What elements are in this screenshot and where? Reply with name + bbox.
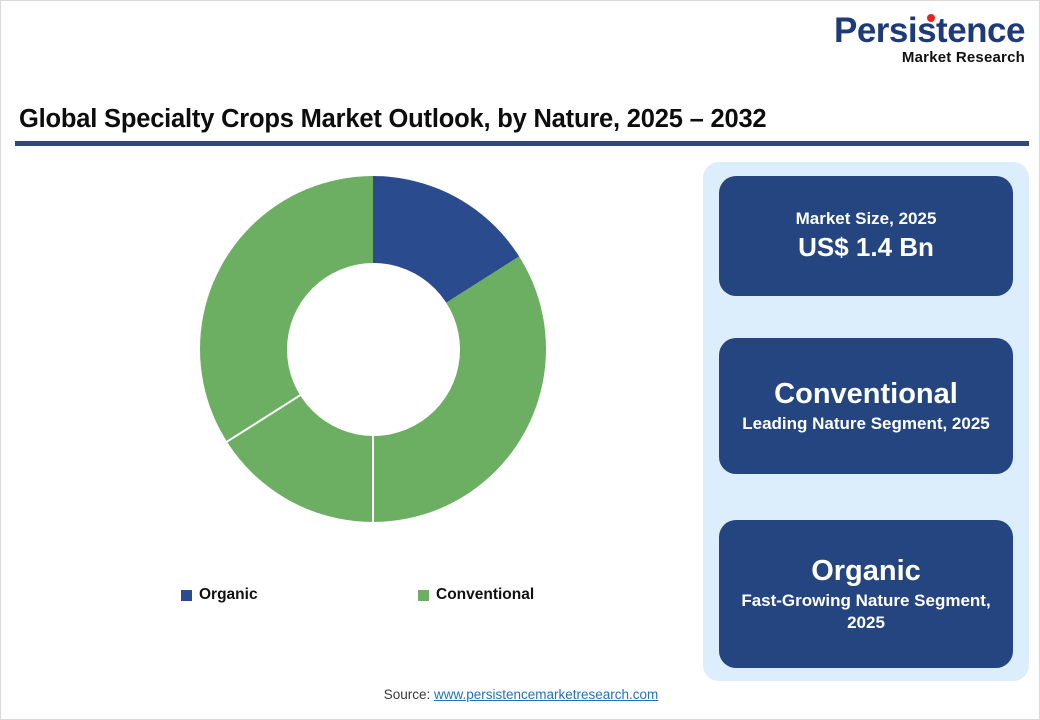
legend-label: Organic (199, 586, 258, 603)
stat-card-market-size: Market Size, 2025 US$ 1.4 Bn (719, 176, 1013, 296)
highlights-panel: Market Size, 2025 US$ 1.4 Bn Conventiona… (703, 162, 1029, 681)
legend-swatch-icon (418, 589, 429, 601)
stat-card-heading: Conventional (774, 377, 958, 410)
stat-card-subtext: Leading Nature Segment, 2025 (742, 414, 990, 434)
stat-card-leading-segment: Conventional Leading Nature Segment, 202… (719, 338, 1013, 474)
stat-card-subtext: Fast-Growing Nature Segment, 2025 (741, 591, 991, 633)
donut-chart: Organic Conventional (15, 156, 695, 626)
stat-card-kicker: Market Size, 2025 (795, 209, 937, 229)
logo-tagline: Market Research (901, 49, 1025, 66)
slice-divider (372, 349, 374, 522)
stat-card-value: US$ 1.4 Bn (798, 232, 934, 263)
chart-legend: Organic Conventional (181, 586, 601, 610)
legend-label: Conventional (436, 586, 535, 603)
title-underline-rule (15, 141, 1029, 146)
source-line: Source: www.persistencemarketresearch.co… (1, 687, 1040, 702)
legend-item-organic[interactable]: Organic (181, 586, 258, 604)
legend-item-conventional[interactable]: Conventional (418, 586, 534, 604)
source-prefix: Source: (383, 687, 434, 702)
page-title: Global Specialty Crops Market Outlook, b… (19, 105, 767, 133)
logo-brand-text: Persistence (834, 13, 1026, 48)
donut-chart-graphic (200, 176, 546, 522)
logo-red-dot-icon (926, 14, 935, 22)
donut-center-hole (286, 262, 460, 436)
company-logo: Persistence Market Research (815, 13, 1026, 75)
stat-card-heading: Organic (811, 554, 921, 587)
stat-card-fast-growing-segment: Organic Fast-Growing Nature Segment, 202… (719, 520, 1013, 668)
legend-swatch-icon (181, 589, 192, 601)
source-link[interactable]: www.persistencemarketresearch.com (433, 687, 659, 702)
